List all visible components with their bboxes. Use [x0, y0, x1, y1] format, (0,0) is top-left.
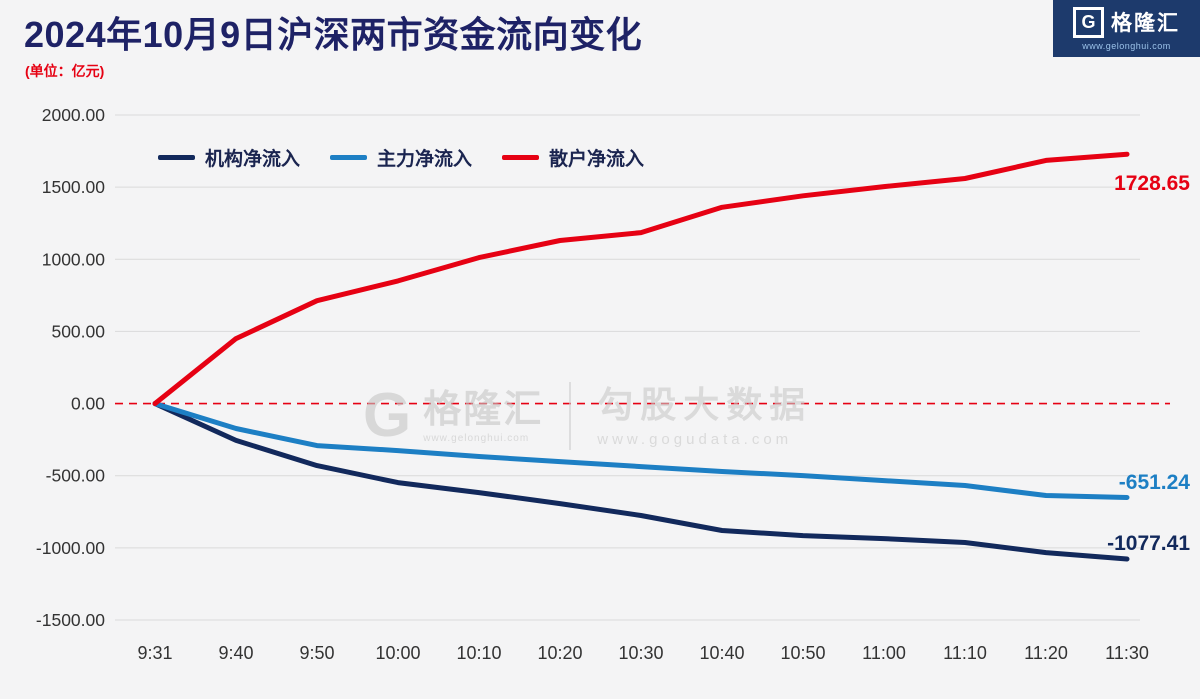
legend: 机构净流入 主力净流入 散户净流入 — [158, 144, 644, 171]
unit-label: (单位：亿元) — [25, 63, 105, 79]
y-tick-label: 500.00 — [51, 321, 105, 341]
x-tick-label: 10:40 — [699, 643, 744, 663]
legend-swatch-institutional — [158, 155, 195, 160]
legend-swatch-main-force — [330, 155, 368, 160]
x-tick-label: 11:10 — [943, 643, 987, 663]
x-tick-label: 10:20 — [537, 643, 582, 663]
gelonghui-logo: G 格隆汇 www.gelonghui.com — [1053, 0, 1200, 57]
end-value-main-force: -651.24 — [1118, 470, 1190, 494]
end-value-institutional: -1077.41 — [1107, 532, 1190, 556]
end-value-retail: 1728.65 — [1114, 172, 1190, 196]
logo-url-text: www.gelonghui.com — [1082, 40, 1171, 51]
legend-item-institutional: 机构净流入 — [158, 144, 300, 171]
logo-brand-text: 格隆汇 — [1111, 12, 1180, 35]
series-line-main-force-net-inflow — [152, 401, 1130, 500]
legend-label-retail: 散户净流入 — [549, 149, 645, 170]
x-tick-label: 10:30 — [618, 643, 663, 663]
x-tick-label: 9:31 — [137, 643, 172, 663]
logo-row: G 格隆汇 — [1073, 6, 1180, 38]
legend-label-main-force: 主力净流入 — [377, 149, 473, 170]
x-tick-label: 10:00 — [375, 643, 420, 663]
series-line-retail-net-inflow — [152, 151, 1130, 407]
y-tick-label: -1000.00 — [36, 538, 105, 558]
y-tick-label: -1500.00 — [36, 610, 105, 630]
series-line-institutional-net-inflow — [152, 401, 1130, 562]
x-tick-label: 11:30 — [1105, 643, 1149, 663]
x-tick-label: 9:50 — [299, 643, 334, 663]
gelonghui-g-icon: G — [1073, 6, 1104, 38]
y-tick-label: 0.00 — [71, 394, 105, 414]
x-tick-label: 10:10 — [456, 643, 501, 663]
y-tick-label: 1500.00 — [42, 177, 106, 197]
x-tick-label: 11:20 — [1024, 643, 1068, 663]
y-tick-label: 1000.00 — [42, 249, 106, 269]
legend-label-institutional: 机构净流入 — [205, 149, 301, 170]
page-title: 2024年10月9日沪深两市资金流向变化 — [24, 14, 643, 55]
x-tick-label: 9:40 — [218, 643, 253, 663]
legend-swatch-retail — [502, 155, 540, 160]
x-tick-label: 10:50 — [780, 643, 825, 663]
legend-item-main-force: 主力净流入 — [330, 144, 472, 171]
x-tick-label: 11:00 — [862, 643, 906, 663]
y-tick-label: -500.00 — [46, 466, 106, 486]
y-tick-label: 2000.00 — [42, 105, 106, 125]
legend-item-retail: 散户净流入 — [502, 144, 644, 171]
